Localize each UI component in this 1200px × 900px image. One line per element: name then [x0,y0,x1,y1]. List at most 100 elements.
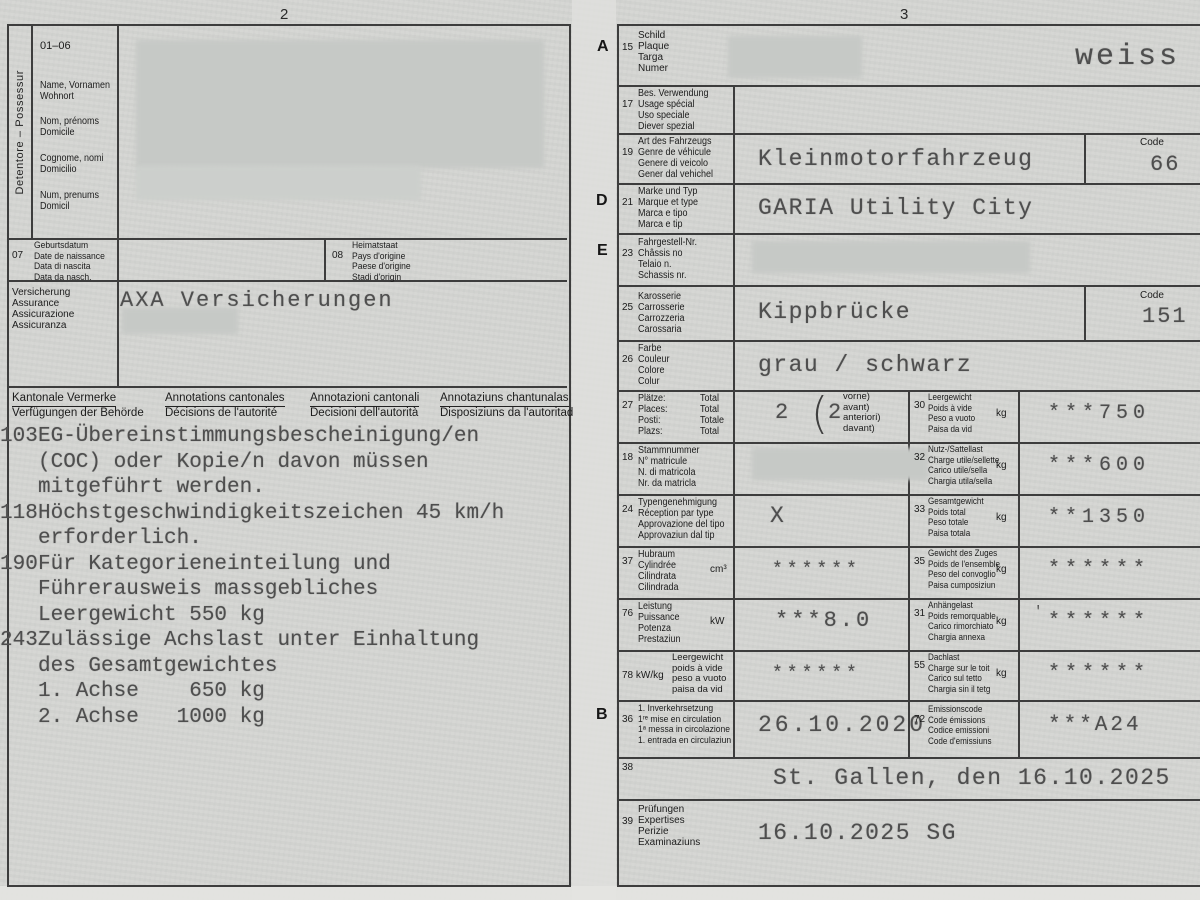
field-32-unit: kg [996,460,1007,471]
field-17-number: 17 [622,99,634,110]
field-31-unit: kg [996,616,1007,627]
field-26-label: Farbe Couleur Colore Colur [638,343,670,387]
field-37-number: 37 [622,556,634,567]
divider [324,238,326,280]
seats-front-words: vorne) avant) anteriori) davant) [843,391,881,434]
redaction-stock-number [752,448,928,480]
divider [619,133,1200,135]
cantonal-header-rm: Annotaziuns chantunalas Disposiziuns da … [440,392,573,420]
field-08-number: 08 [332,250,344,261]
divider [117,26,119,386]
redaction-holder-name [136,40,544,168]
field-33-number: 33 [914,504,926,515]
roof-load-value: ****** [1048,662,1151,685]
displacement-value: ****** [772,560,861,580]
field-27-label-totals: Total Total Totale Total [700,393,725,437]
field-27-label-words: Plätze: Places: Posti: Plazs: [638,393,668,437]
redaction-chassis-number [752,241,1030,273]
cantonal-header-it-title: Annotazioni cantonali [310,392,420,407]
holder-label-rm: Num, prenums Domicil [40,190,100,212]
cantonal-header-it: Annotazioni cantonali Decisioni dell'aut… [310,392,420,420]
field-31-label: Anhängelast Poids remorquable Carico rim… [928,600,996,643]
field-37-unit: cm³ [710,564,727,575]
cantonal-entry: 243 Zulässige Achslast unter Einhaltung … [0,628,570,730]
entry-code: 103 [0,425,38,448]
cantonal-header-rm-sub: Disposiziuns da l'autoritad [440,407,574,419]
field-35-number: 35 [914,556,926,567]
cantonal-header-rm-title: Annotaziuns chantunalas [440,392,569,407]
margin-letter-d: D [596,192,608,209]
field-07-number: 07 [12,250,24,261]
divider [619,233,1200,235]
power-value: ***8.0 [775,608,873,633]
gross-weight-value: **1350 [1048,506,1151,529]
entry-text: Höchstgeschwindigkeitszeichen 45 km/h er… [38,501,505,551]
field-21-number: 21 [622,197,634,208]
plate-color-value: weiss [1075,40,1181,74]
field-15-label: Schild Plaque Targa Numer [638,30,670,74]
holder-sidebar-label: Detentore – Possessur [13,69,26,195]
field-25-number: 25 [622,302,634,313]
field-18-label: Stammnummer N° matricule N. di matricola… [638,445,700,489]
field-36-number: 36 [622,714,634,725]
cantonal-header-de-title: Kantonale Vermerke [12,392,117,407]
cantonal-entries: 103 EG-Übereinstimmungsbescheinigung/en … [0,424,570,730]
field-07-label: Geburtsdatum Date de naissance Data di n… [34,240,105,283]
margin-letter-b: B [596,706,608,723]
field-38-number: 38 [622,762,634,773]
field-19-number: 19 [622,147,634,158]
field-55-label: Dachlast Charge sur le toit Carico sul t… [928,652,991,695]
scan-bottom-margin [0,886,1200,900]
field-55-number: 55 [914,660,926,671]
entry-text: Zulässige Achslast unter Einhaltung des … [38,629,480,729]
inspection-value: 16.10.2025 SG [758,820,957,846]
divider [1084,285,1086,340]
field-26-number: 26 [622,354,634,365]
field-range-label: 01–06 [40,40,71,52]
page-2-frame [7,24,571,887]
page-3-frame [617,24,1200,887]
field-55-unit: kg [996,668,1007,679]
holder-sidebar: Detentore – Possessur [7,26,32,238]
field-23-label: Fahrgestell-Nr. Châssis no Telaio n. Sch… [638,237,698,281]
entry-code: 243 [0,629,38,652]
field-33-unit: kg [996,512,1007,523]
seats-front-value: 2 [828,400,842,425]
divider [31,26,33,238]
vehicle-type-code: 66 [1150,152,1181,177]
cantonal-entry: 103 EG-Übereinstimmungsbescheinigung/en … [0,424,570,501]
cantonal-header-fr: Annotations cantonales Décisions de l'au… [165,392,285,420]
holder-label-fr: Nom, prénoms Domicile [40,116,100,138]
divider [619,285,1200,287]
divider [9,238,567,240]
field-78-label: Leergewicht poids à vide peso a vuoto pa… [672,652,727,695]
field-24-label: Typengenehmigung Réception par type Appr… [638,497,725,541]
field-76-number: 76 [622,608,634,619]
divider [9,280,567,282]
entry-text: EG-Übereinstimmungsbescheinigung/en (COC… [38,425,480,499]
cantonal-header-de-sub: Verfügungen der Behörde [12,407,144,419]
field-32-number: 32 [914,452,926,463]
field-30-unit: kg [996,408,1007,419]
issue-place-date-value: St. Gallen, den 16.10.2025 [773,765,1171,791]
cantonal-header-fr-sub: Décisions de l'autorité [165,407,278,419]
seats-front-brace: ( [811,388,829,439]
emission-code-value: ***A24 [1048,714,1142,737]
cantonal-entry: 118 Höchstgeschwindigkeitszeichen 45 km/… [0,501,570,552]
field-32-label: Nutz-/Sattellast Charge utile/sellette C… [928,444,1000,487]
entry-text: Für Kategorieneinteilung und Führerauswe… [38,552,391,627]
holder-label-it: Cognome, nomi Domicilio [40,153,104,175]
divider [908,390,910,757]
divider [619,340,1200,342]
divider [733,85,735,757]
power-to-weight-value: ****** [772,664,861,684]
field-30-number: 30 [914,400,926,411]
field-72-label: Emissionscode Code émissions Codice emis… [928,704,992,747]
field-24-number: 24 [622,504,634,515]
margin-letter-e: E [597,242,608,259]
entry-code: 190 [0,552,38,576]
train-weight-value: ****** [1048,558,1151,581]
divider [619,85,1200,87]
color-value: grau / schwarz [758,352,973,378]
empty-weight-value: ***750 [1048,402,1151,425]
